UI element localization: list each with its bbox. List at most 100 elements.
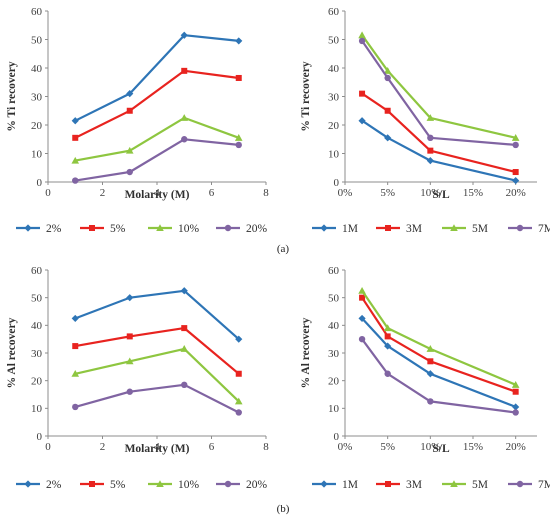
series-line <box>361 40 516 146</box>
data-point <box>426 114 435 121</box>
x-tick-label: 0 <box>45 187 51 199</box>
data-point <box>359 294 366 301</box>
data-point <box>512 169 519 176</box>
x-axis-title: S/L <box>432 443 450 455</box>
data-point <box>235 37 243 45</box>
x-axis-title: Molarity (M) <box>125 443 190 455</box>
x-tick-label: 2 <box>100 187 106 199</box>
y-tick-label: 0 <box>334 431 340 443</box>
data-point <box>512 403 520 411</box>
legend-marker <box>385 225 391 231</box>
y-tick-label: 0 <box>37 431 43 443</box>
legend-entry: 5% <box>80 223 126 235</box>
legend-marker <box>24 224 32 232</box>
data-point <box>512 141 519 149</box>
data-point <box>426 370 434 378</box>
y-tick-label: 60 <box>31 6 43 18</box>
data-point <box>358 31 366 39</box>
series-5% <box>72 325 242 377</box>
data-point <box>71 369 80 377</box>
legend-entry: 5M <box>442 223 488 235</box>
data-point <box>126 90 134 98</box>
legend-entry: 2% <box>16 479 62 491</box>
legend-label: 2% <box>46 223 62 235</box>
data-point <box>384 342 392 350</box>
chart-ti-sl: 0 10 20 30 40 50 60 0% 5% 10% 15% 20% S/L % Ti recove… <box>300 6 550 235</box>
data-point <box>180 114 189 121</box>
legend-entry: 3M <box>376 479 422 491</box>
data-point <box>235 141 242 149</box>
legend-label: 20% <box>246 479 268 491</box>
series-line <box>75 327 240 375</box>
data-point <box>181 381 188 389</box>
legend-marker <box>89 481 95 487</box>
series-7M <box>358 335 519 416</box>
data-point <box>384 134 392 142</box>
legend-label: 5M <box>472 479 488 491</box>
chart-ti-molarity: 0 10 20 30 40 50 60 0 2 4 6 8 Molarity (M) % Ti recov… <box>6 6 269 235</box>
data-point <box>511 134 520 141</box>
series-line <box>361 317 517 408</box>
legend-label: 5% <box>110 479 126 491</box>
data-point <box>427 147 434 154</box>
legend-entry: 2% <box>16 223 62 235</box>
legend-label: 7M <box>538 479 550 491</box>
y-tick-label: 50 <box>328 292 340 304</box>
legend-marker <box>320 480 328 488</box>
data-point <box>126 294 134 302</box>
y-tick-label: 50 <box>31 34 43 46</box>
legend-marker <box>156 224 164 231</box>
x-axis-title: S/L <box>432 189 450 201</box>
series-20% <box>72 136 242 184</box>
legend-label: 1M <box>342 479 358 491</box>
series-line <box>361 119 516 182</box>
y-tick-label: 10 <box>328 148 340 160</box>
data-point <box>358 117 366 125</box>
y-tick-label: 60 <box>31 265 43 277</box>
y-tick-label: 60 <box>328 265 340 277</box>
legend-entry: 20% <box>216 479 268 491</box>
y-tick-label: 50 <box>31 292 43 304</box>
x-tick-label: 4 <box>154 441 160 453</box>
series-line <box>361 92 516 174</box>
data-point <box>384 107 391 114</box>
y-axis-title: % Ti recovery <box>6 61 18 132</box>
data-point <box>71 117 79 125</box>
data-point <box>426 157 434 165</box>
series-line <box>361 34 516 139</box>
series-line <box>75 116 240 162</box>
data-point <box>181 67 188 74</box>
data-point <box>71 156 80 164</box>
data-point <box>126 333 133 340</box>
y-tick-label: 60 <box>328 6 340 18</box>
series-2% <box>71 287 243 343</box>
data-point <box>181 325 188 332</box>
y-tick-label: 40 <box>328 63 340 75</box>
y-axis-title: % Al recovery <box>6 317 18 388</box>
series-2% <box>71 31 243 125</box>
series-5M <box>358 31 520 141</box>
data-point <box>426 345 435 352</box>
data-point <box>125 357 134 365</box>
data-point <box>383 324 392 332</box>
legend-marker <box>224 224 232 232</box>
series-1M <box>358 117 520 185</box>
x-tick-label: 8 <box>263 441 269 453</box>
y-tick-label: 10 <box>31 403 43 415</box>
legend-label: 1M <box>342 223 358 235</box>
legend-label: 2% <box>46 479 62 491</box>
panel-label-a: (a) <box>277 243 290 255</box>
data-point <box>427 398 434 405</box>
legend-entry: 5% <box>80 479 126 491</box>
data-point <box>180 287 188 295</box>
series-line <box>75 347 240 403</box>
data-point <box>427 358 434 365</box>
data-point <box>180 345 189 352</box>
data-point <box>72 343 79 350</box>
data-point <box>512 409 519 416</box>
data-point <box>234 134 243 141</box>
data-point <box>125 146 134 154</box>
series-5% <box>72 67 242 141</box>
legend-label: 5M <box>472 223 488 235</box>
